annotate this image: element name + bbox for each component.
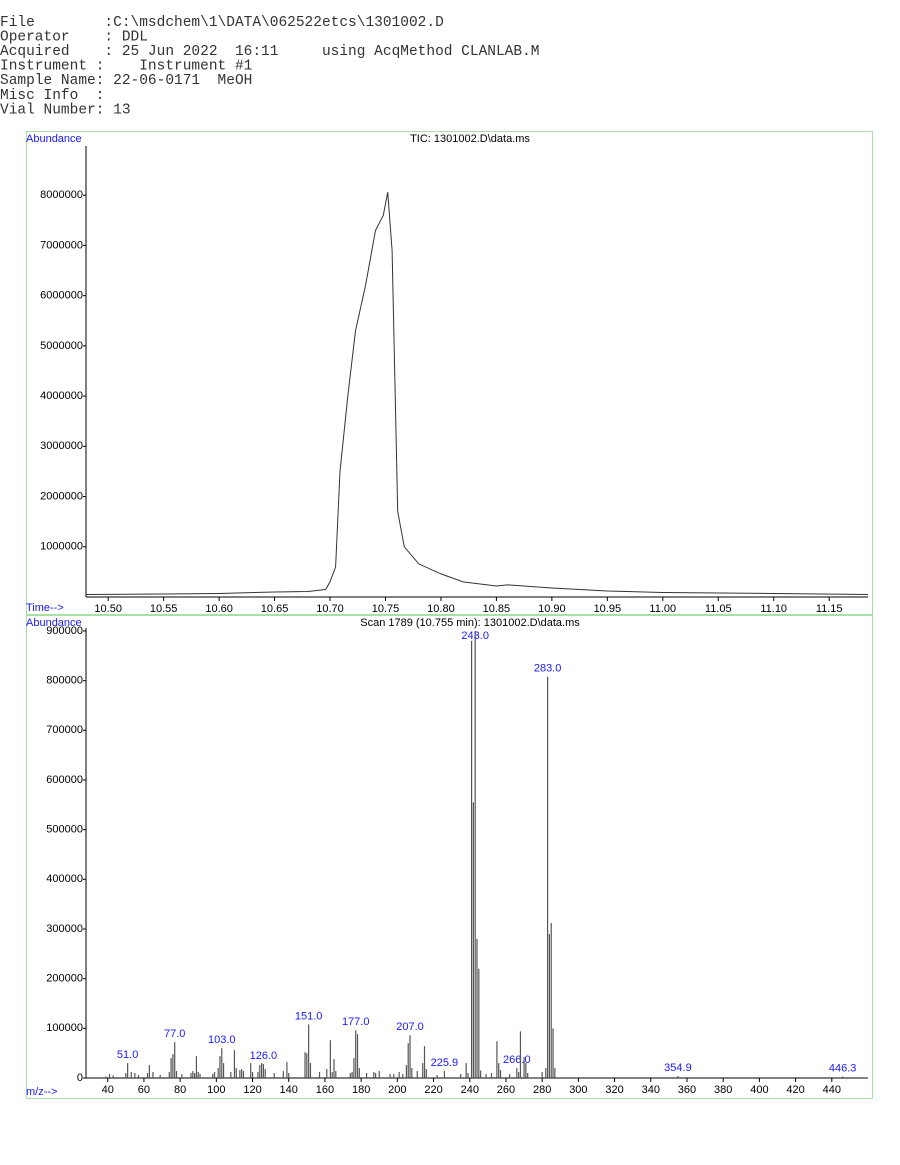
y-tick-label: 600000 <box>46 774 83 786</box>
y-axis-label: Abundance <box>26 133 82 145</box>
x-tick-label: 80 <box>174 1084 186 1096</box>
x-tick-label: 440 <box>823 1084 841 1096</box>
y-tick-label: 100000 <box>46 1022 83 1034</box>
y-tick-label: 3000000 <box>40 440 83 452</box>
y-tick-label: 200000 <box>46 973 83 985</box>
x-tick-label: 300 <box>569 1084 587 1096</box>
x-tick-label: 10.95 <box>594 603 622 615</box>
y-tick-label: 500000 <box>46 824 83 836</box>
x-tick-label: 10.60 <box>205 603 233 615</box>
header-line: Operator : DDL <box>0 29 148 45</box>
x-tick-label: 240 <box>461 1084 479 1096</box>
x-tick-label: 11.10 <box>760 603 787 615</box>
x-tick-label: 100 <box>207 1084 225 1096</box>
x-tick-label: 11.00 <box>649 603 676 615</box>
header-line: Acquired : 25 Jun 2022 16:11 using AcqMe… <box>0 44 540 60</box>
x-tick-label: 420 <box>786 1084 804 1096</box>
x-tick-label: 280 <box>533 1084 551 1096</box>
y-tick-label: 400000 <box>46 873 83 885</box>
y-tick-label: 7000000 <box>40 239 83 251</box>
x-tick-label: 260 <box>497 1084 515 1096</box>
header-line: Vial Number: 13 <box>0 102 131 118</box>
x-tick-label: 11.05 <box>705 603 732 615</box>
y-tick-label: 900000 <box>46 625 83 637</box>
y-tick-label: 2000000 <box>40 490 83 502</box>
chart-frame <box>26 131 873 615</box>
x-tick-label: 10.65 <box>261 603 289 615</box>
peak-label: 243.0 <box>461 630 489 642</box>
peak-label: 446.3 <box>829 1062 857 1074</box>
x-axis-label: Time--> <box>26 602 64 614</box>
x-tick-label: 11.15 <box>816 603 843 615</box>
y-tick-label: 1000000 <box>40 541 83 553</box>
peak-label: 354.9 <box>664 1062 692 1074</box>
x-tick-label: 10.85 <box>483 603 511 615</box>
peak-label: 151.0 <box>295 1010 323 1022</box>
x-tick-label: 320 <box>605 1084 623 1096</box>
y-tick-label: 5000000 <box>40 340 83 352</box>
x-tick-label: 380 <box>714 1084 732 1096</box>
tic-line <box>85 192 869 595</box>
x-tick-label: 180 <box>352 1084 370 1096</box>
x-tick-label: 220 <box>424 1084 442 1096</box>
header-line: File :C:\msdchem\1\DATA\062522etcs\13010… <box>0 15 444 31</box>
y-tick-label: 300000 <box>46 923 83 935</box>
x-tick-label: 10.50 <box>94 603 122 615</box>
y-tick-label: 8000000 <box>40 189 83 201</box>
header-line: Instrument : Instrument #1 <box>0 59 252 75</box>
x-tick-label: 60 <box>138 1084 150 1096</box>
peak-label: 103.0 <box>208 1034 236 1046</box>
peak-label: 225.9 <box>431 1057 459 1069</box>
chart-title: TIC: 1301002.D\data.ms <box>410 133 530 145</box>
x-tick-label: 10.90 <box>538 603 566 615</box>
peak-label: 77.0 <box>164 1028 185 1040</box>
header-line: Sample Name: 22-06-0171 MeOH <box>0 73 252 89</box>
y-tick-label: 6000000 <box>40 290 83 302</box>
chart-title: Scan 1789 (10.755 min): 1301002.D\data.m… <box>360 617 580 629</box>
x-tick-label: 10.75 <box>372 603 400 615</box>
y-tick-label: 800000 <box>46 675 83 687</box>
x-tick-label: 120 <box>243 1084 261 1096</box>
peak-label: 126.0 <box>250 1050 278 1062</box>
x-tick-label: 400 <box>750 1084 768 1096</box>
y-axis-label: Abundance <box>26 617 82 629</box>
x-tick-label: 40 <box>102 1084 114 1096</box>
x-tick-label: 10.80 <box>427 603 455 615</box>
x-tick-label: 140 <box>280 1084 298 1096</box>
peak-label: 207.0 <box>396 1021 424 1033</box>
chart-frame <box>26 615 873 1099</box>
y-tick-label: 4000000 <box>40 390 83 402</box>
y-tick-label: 0 <box>77 1072 83 1084</box>
x-tick-label: 340 <box>642 1084 660 1096</box>
header-line: Misc Info : <box>0 88 104 104</box>
x-tick-label: 160 <box>316 1084 334 1096</box>
x-axis-label: m/z--> <box>26 1086 57 1098</box>
peak-label: 283.0 <box>534 663 562 675</box>
x-tick-label: 10.55 <box>150 603 178 615</box>
x-tick-label: 200 <box>388 1084 406 1096</box>
peak-label: 177.0 <box>342 1016 370 1028</box>
peak-label: 51.0 <box>117 1049 138 1061</box>
y-tick-label: 700000 <box>46 724 83 736</box>
x-tick-label: 360 <box>678 1084 696 1096</box>
x-tick-label: 10.70 <box>316 603 344 615</box>
